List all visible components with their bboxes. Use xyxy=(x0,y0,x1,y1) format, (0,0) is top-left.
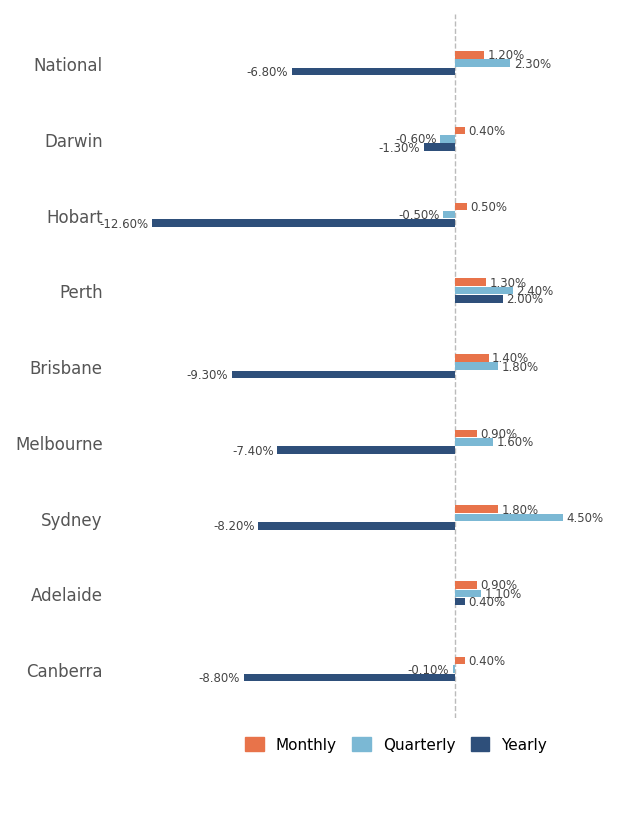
Bar xyxy=(277,447,455,455)
Bar xyxy=(455,128,464,135)
Text: 1.10%: 1.10% xyxy=(485,587,522,600)
Bar xyxy=(455,296,503,303)
Text: 1.30%: 1.30% xyxy=(490,276,527,289)
Bar xyxy=(455,657,464,665)
Text: -0.60%: -0.60% xyxy=(396,133,437,147)
Text: -8.20%: -8.20% xyxy=(213,520,255,532)
Text: 0.40%: 0.40% xyxy=(468,595,505,609)
Text: 2.00%: 2.00% xyxy=(507,293,544,305)
Text: -7.40%: -7.40% xyxy=(232,444,274,457)
Text: -1.30%: -1.30% xyxy=(378,142,420,155)
Text: -12.60%: -12.60% xyxy=(100,217,149,230)
Text: -9.30%: -9.30% xyxy=(186,369,228,382)
Text: 0.90%: 0.90% xyxy=(480,428,517,441)
Text: 1.80%: 1.80% xyxy=(501,360,539,373)
Text: -0.50%: -0.50% xyxy=(398,209,440,222)
Text: -6.80%: -6.80% xyxy=(246,66,288,79)
Bar xyxy=(440,136,455,143)
Bar xyxy=(455,514,563,522)
Bar xyxy=(244,674,455,681)
Bar xyxy=(455,279,486,287)
Bar xyxy=(455,590,481,597)
Bar xyxy=(443,211,455,219)
Text: -8.80%: -8.80% xyxy=(198,671,240,684)
Text: 2.30%: 2.30% xyxy=(514,57,551,70)
Bar xyxy=(455,430,477,438)
Bar xyxy=(292,69,455,76)
Bar xyxy=(455,61,510,68)
Bar xyxy=(455,355,489,362)
Bar xyxy=(424,144,455,152)
Bar xyxy=(232,371,455,378)
Bar xyxy=(455,203,467,210)
Text: 1.40%: 1.40% xyxy=(492,352,530,364)
Text: 0.40%: 0.40% xyxy=(468,125,505,138)
Bar xyxy=(455,438,493,446)
Text: 0.90%: 0.90% xyxy=(480,579,517,592)
Text: 4.50%: 4.50% xyxy=(567,511,604,524)
Bar xyxy=(455,363,498,370)
Bar xyxy=(455,506,498,514)
Text: 0.50%: 0.50% xyxy=(470,201,507,214)
Text: 0.40%: 0.40% xyxy=(468,654,505,667)
Text: -0.10%: -0.10% xyxy=(408,663,449,676)
Bar xyxy=(455,581,477,589)
Text: 1.80%: 1.80% xyxy=(501,503,539,516)
Bar xyxy=(455,598,464,606)
Text: 1.60%: 1.60% xyxy=(497,436,534,449)
Bar xyxy=(452,665,455,673)
Bar xyxy=(455,52,484,60)
Bar xyxy=(152,220,455,228)
Legend: Monthly, Quarterly, Yearly: Monthly, Quarterly, Yearly xyxy=(238,730,554,760)
Bar xyxy=(258,523,455,530)
Text: 2.40%: 2.40% xyxy=(516,284,553,297)
Text: 1.20%: 1.20% xyxy=(487,49,524,62)
Bar xyxy=(455,287,512,295)
